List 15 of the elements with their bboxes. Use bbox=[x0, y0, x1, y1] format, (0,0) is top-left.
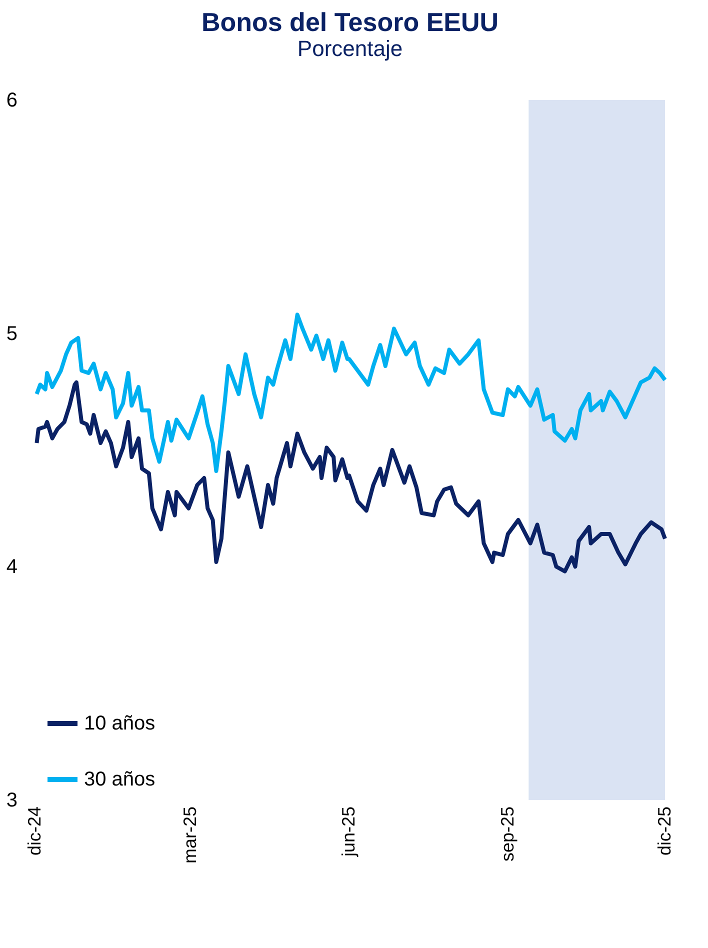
x-tick-label: dic-25 bbox=[654, 806, 674, 856]
y-tick-label: 4 bbox=[6, 556, 18, 578]
legend-label: 10 años bbox=[84, 712, 156, 734]
y-tick-label: 3 bbox=[6, 790, 18, 812]
x-tick-label: jun-25 bbox=[338, 806, 359, 858]
y-tick-label: 6 bbox=[6, 90, 18, 112]
chart-subtitle: Porcentaje bbox=[297, 36, 403, 61]
x-tick-label: sep-25 bbox=[497, 806, 518, 862]
x-tick-label: dic-24 bbox=[24, 806, 44, 856]
legend-label: 30 años bbox=[84, 768, 156, 790]
chart-title: Bonos del Tesoro EEUU bbox=[201, 7, 499, 37]
y-tick-label: 5 bbox=[6, 322, 18, 345]
line-series bbox=[34, 380, 667, 574]
x-tick-label: mar-25 bbox=[180, 806, 200, 864]
line-series bbox=[34, 312, 667, 473]
